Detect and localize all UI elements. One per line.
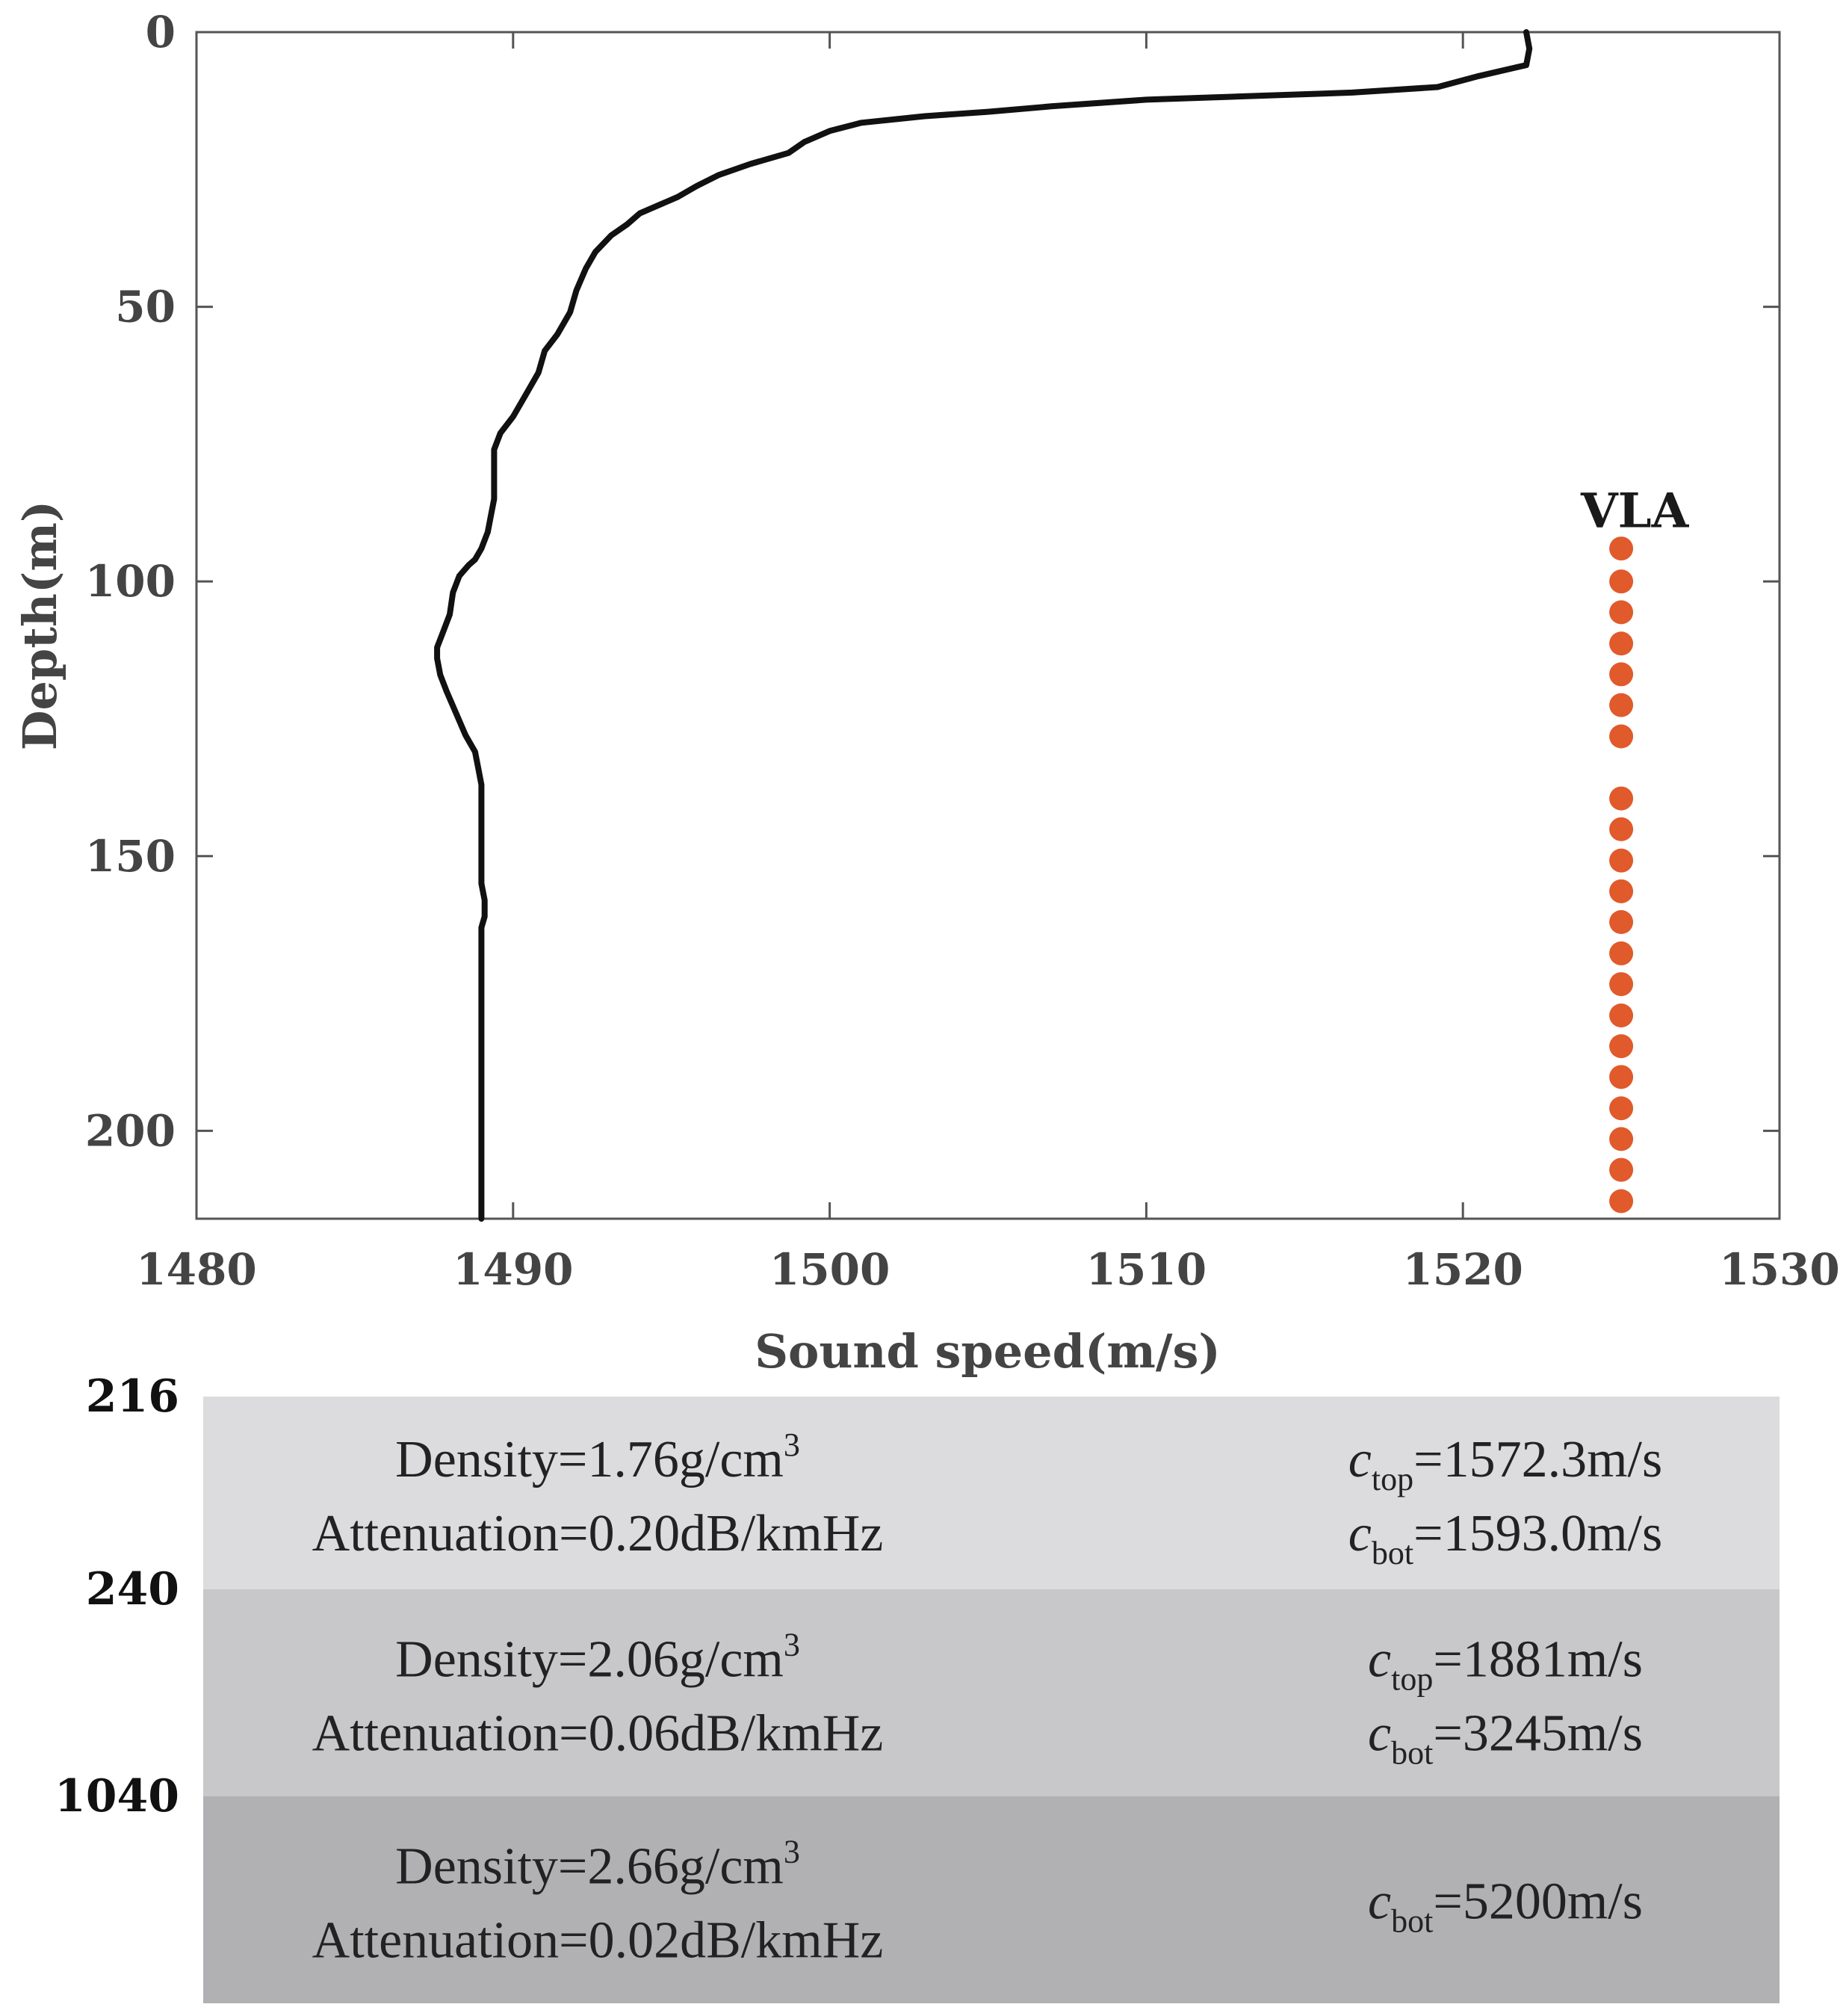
vla-hydrophone-point bbox=[1609, 631, 1634, 656]
vla-hydrophone-point bbox=[1609, 662, 1634, 687]
layer-sound-speed-text: ctop=1881m/s bbox=[1368, 1631, 1643, 1698]
vla-hydrophone-point bbox=[1609, 600, 1634, 625]
y-tick-label: 200 bbox=[85, 1105, 176, 1156]
x-tick-label: 1520 bbox=[1402, 1244, 1523, 1295]
sediment-layer: 216 Density=1.76g/cm3 Attenuation=0.20dB/k… bbox=[86, 1370, 1780, 1589]
vla-hydrophone-point bbox=[1609, 1034, 1634, 1059]
vla-hydrophone-points bbox=[1609, 537, 1634, 1213]
density-value: Density=2.06g/cm bbox=[395, 1631, 784, 1689]
vla-hydrophone-point bbox=[1609, 848, 1634, 873]
vla-hydrophone-point bbox=[1609, 879, 1634, 903]
layer-sound-speed-text: ctop=1572.3m/s bbox=[1348, 1431, 1662, 1497]
vla-label: VLA bbox=[1580, 483, 1690, 539]
speed-subscript: bot bbox=[1391, 1735, 1433, 1772]
vla-hydrophone-point bbox=[1609, 1127, 1634, 1151]
density-value: Density=2.66g/cm bbox=[395, 1838, 784, 1896]
layer-density-text: Density=1.76g/cm3 bbox=[395, 1426, 800, 1488]
x-tick-label: 1530 bbox=[1719, 1244, 1839, 1295]
speed-symbol: c bbox=[1368, 1631, 1391, 1689]
x-tick-label: 1480 bbox=[136, 1244, 256, 1295]
speed-value: =1572.3m/s bbox=[1413, 1431, 1662, 1488]
vla-hydrophone-point bbox=[1609, 1003, 1634, 1027]
x-tick-label: 1500 bbox=[769, 1244, 890, 1295]
sediment-layer-band bbox=[203, 1397, 1780, 1589]
speed-subscript: bot bbox=[1391, 1903, 1433, 1940]
vla-hydrophone-point bbox=[1609, 941, 1634, 965]
vla-hydrophone-point bbox=[1609, 1189, 1634, 1213]
vla-hydrophone-point bbox=[1609, 537, 1634, 561]
speed-symbol: c bbox=[1348, 1431, 1372, 1488]
vla-hydrophone-point bbox=[1609, 1065, 1634, 1089]
vla-hydrophone-point bbox=[1609, 569, 1634, 594]
speed-subscript: top bbox=[1372, 1461, 1413, 1497]
vla-hydrophone-point bbox=[1609, 724, 1634, 749]
sediment-layers: 216Density=1.76g/cm3Attenuation=0.20dB/k… bbox=[55, 1370, 1780, 2003]
vla-hydrophone-point bbox=[1609, 910, 1634, 934]
vla-hydrophone-point bbox=[1609, 693, 1634, 717]
plot-area: 1480 1490 1500 1510 1520 1530 0 50 100 150 200 VLA bbox=[85, 7, 1840, 1295]
y-tick-label: 50 bbox=[115, 282, 176, 333]
layer-top-depth-label: 216 bbox=[86, 1370, 179, 1423]
vla-hydrophone-point bbox=[1609, 786, 1634, 811]
layer-sound-speed-text: cbot=3245m/s bbox=[1368, 1705, 1643, 1772]
axis-tick-labels: 1480 1490 1500 1510 1520 1530 0 50 100 150 200 bbox=[85, 7, 1840, 1295]
speed-symbol: c bbox=[1348, 1505, 1372, 1562]
density-unit-superscript: 3 bbox=[784, 1426, 800, 1463]
speed-value: =1593.0m/s bbox=[1413, 1505, 1662, 1562]
layer-attenuation-text: Attenuation=0.02dB/kmHz bbox=[312, 1912, 884, 1970]
x-tick-label: 1510 bbox=[1086, 1244, 1207, 1295]
plot-frame bbox=[195, 31, 1781, 1220]
sediment-layer-band bbox=[203, 1796, 1780, 2003]
speed-value: =3245m/s bbox=[1433, 1705, 1643, 1763]
layer-density-text: Density=2.06g/cm3 bbox=[395, 1627, 800, 1689]
density-value: Density=1.76g/cm bbox=[395, 1431, 784, 1488]
layer-sound-speed-text: cbot=5200m/s bbox=[1368, 1873, 1643, 1940]
sediment-layer: 240 Density=2.06g/cm3 Attenuation=0.06dB/k… bbox=[86, 1563, 1780, 1796]
layer-attenuation-text: Attenuation=0.20dB/kmHz bbox=[312, 1505, 884, 1562]
vla-hydrophone-point bbox=[1609, 1157, 1634, 1182]
speed-symbol: c bbox=[1368, 1705, 1391, 1763]
y-tick-label: 100 bbox=[85, 556, 176, 607]
y-axis-title: Depth(m) bbox=[13, 501, 67, 751]
layer-attenuation-text: Attenuation=0.06dB/kmHz bbox=[312, 1705, 884, 1763]
y-tick-label: 150 bbox=[85, 831, 176, 882]
x-axis-title: Sound speed(m/s) bbox=[755, 1324, 1221, 1379]
axis-ticks bbox=[195, 31, 1781, 1219]
vla-hydrophone-point bbox=[1609, 972, 1634, 997]
speed-value: =5200m/s bbox=[1433, 1873, 1643, 1931]
sound-speed-profile-line bbox=[434, 29, 1533, 1222]
density-unit-superscript: 3 bbox=[784, 1834, 800, 1870]
vla-hydrophone-point bbox=[1609, 817, 1634, 841]
y-tick-label: 0 bbox=[146, 7, 176, 58]
x-tick-label: 1490 bbox=[453, 1244, 573, 1295]
sediment-layer: 1040 Density=2.66g/cm3 Attenuation=0.02dB/… bbox=[55, 1770, 1780, 2003]
speed-subscript: bot bbox=[1372, 1535, 1413, 1571]
speed-value: =1881m/s bbox=[1433, 1631, 1643, 1689]
speed-symbol: c bbox=[1368, 1873, 1391, 1931]
vla-hydrophone-point bbox=[1609, 1096, 1634, 1121]
layer-top-depth-label: 240 bbox=[86, 1563, 179, 1615]
speed-subscript: top bbox=[1391, 1661, 1433, 1698]
layer-top-depth-label: 1040 bbox=[55, 1770, 179, 1822]
density-unit-superscript: 3 bbox=[784, 1627, 800, 1663]
layer-sound-speed-text: cbot=1593.0m/s bbox=[1348, 1505, 1662, 1571]
layer-density-text: Density=2.66g/cm3 bbox=[395, 1834, 800, 1896]
sediment-layer-band bbox=[203, 1589, 1780, 1796]
